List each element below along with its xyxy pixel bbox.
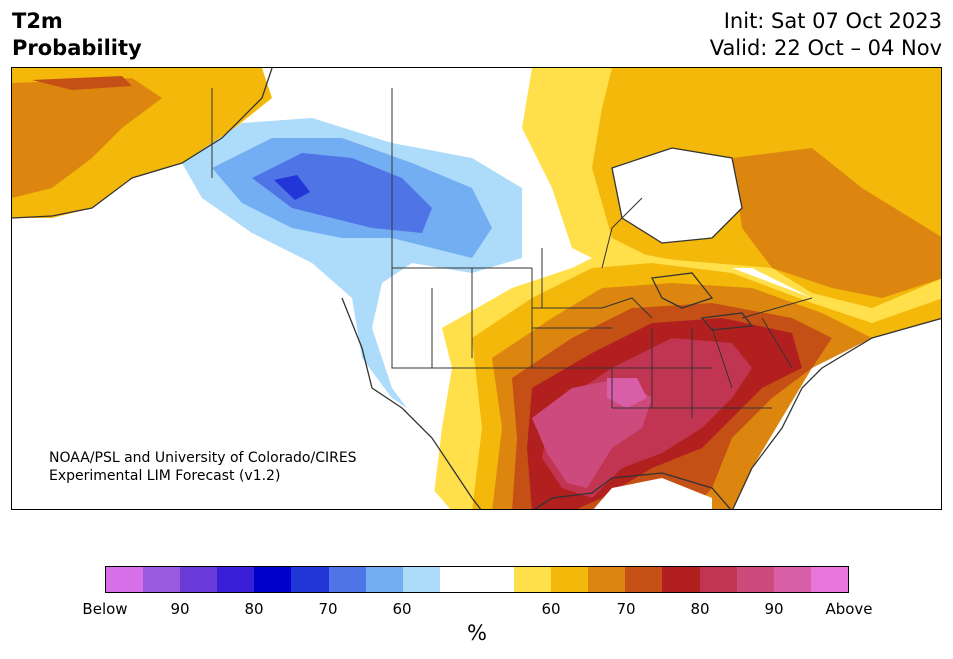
credit-line-1: NOAA/PSL and University of Colorado/CIRE… (49, 450, 357, 466)
colorbar-segment-5 (291, 567, 329, 592)
tick-below-80: 80 (244, 600, 264, 618)
canada-below-core (274, 175, 310, 200)
colorbar-segment-19 (810, 567, 848, 592)
colorbar-segment-8 (402, 567, 440, 592)
colorbar-unit: % (467, 621, 487, 645)
tick-above-70: 70 (616, 600, 636, 618)
colorbar-segment-18 (773, 567, 811, 592)
atlantic-ocean (732, 318, 941, 509)
map-title: T2m Probability (12, 8, 142, 62)
east-canada-above-strong (732, 148, 941, 298)
colorbar-segment-10 (476, 567, 515, 592)
colorbar-segment-12 (551, 567, 589, 592)
tick-below: Below (82, 600, 128, 618)
gulf-of-mexico (593, 478, 712, 509)
init-date: Init: Sat 07 Oct 2023 (723, 9, 942, 33)
tick-below-90: 90 (170, 600, 190, 618)
colorbar-segment-4 (254, 567, 292, 592)
colorbar-segment-6 (328, 567, 366, 592)
credit-line-2: Experimental LIM Forecast (v1.2) (49, 468, 281, 484)
colorbar-segment-3 (217, 567, 255, 592)
colorbar-segment-7 (365, 567, 403, 592)
hudson-bay (612, 148, 742, 243)
colorbar-segment-17 (736, 567, 774, 592)
colorbar-segment-2 (180, 567, 218, 592)
pacific-ocean (12, 208, 451, 509)
colorbar-segment-11 (514, 567, 552, 592)
probability-map: NOAA/PSL and University of Colorado/CIRE… (11, 67, 942, 510)
map-canvas (12, 68, 941, 509)
tick-above-90: 90 (764, 600, 784, 618)
colorbar-segment-13 (588, 567, 626, 592)
title-line-2: Probability (12, 36, 142, 60)
forecast-dates: Init: Sat 07 Oct 2023 Valid: 22 Oct – 04… (710, 8, 942, 62)
tick-below-60: 60 (392, 600, 412, 618)
tick-above-80: 80 (690, 600, 710, 618)
state-borders (211, 88, 813, 418)
texas-above-peak (607, 378, 647, 408)
canada-below-strong (252, 153, 432, 233)
tick-below-70: 70 (318, 600, 338, 618)
colorbar-segment-0 (106, 567, 144, 592)
title-line-1: T2m (12, 9, 63, 33)
tick-above: Above (825, 600, 873, 618)
credit-text: NOAA/PSL and University of Colorado/CIRE… (49, 449, 357, 485)
alaska-core-region (32, 76, 132, 90)
colorbar-segment-1 (143, 567, 181, 592)
tick-above-60: 60 (541, 600, 561, 618)
colorbar-segment-16 (699, 567, 737, 592)
colorbar-segment-14 (625, 567, 663, 592)
coastlines (12, 68, 941, 509)
probability-colorbar (105, 566, 849, 593)
colorbar-segment-9 (439, 567, 477, 592)
alaska-strong-region (12, 78, 162, 198)
colorbar-segment-15 (662, 567, 700, 592)
valid-dates: Valid: 22 Oct – 04 Nov (709, 36, 942, 60)
